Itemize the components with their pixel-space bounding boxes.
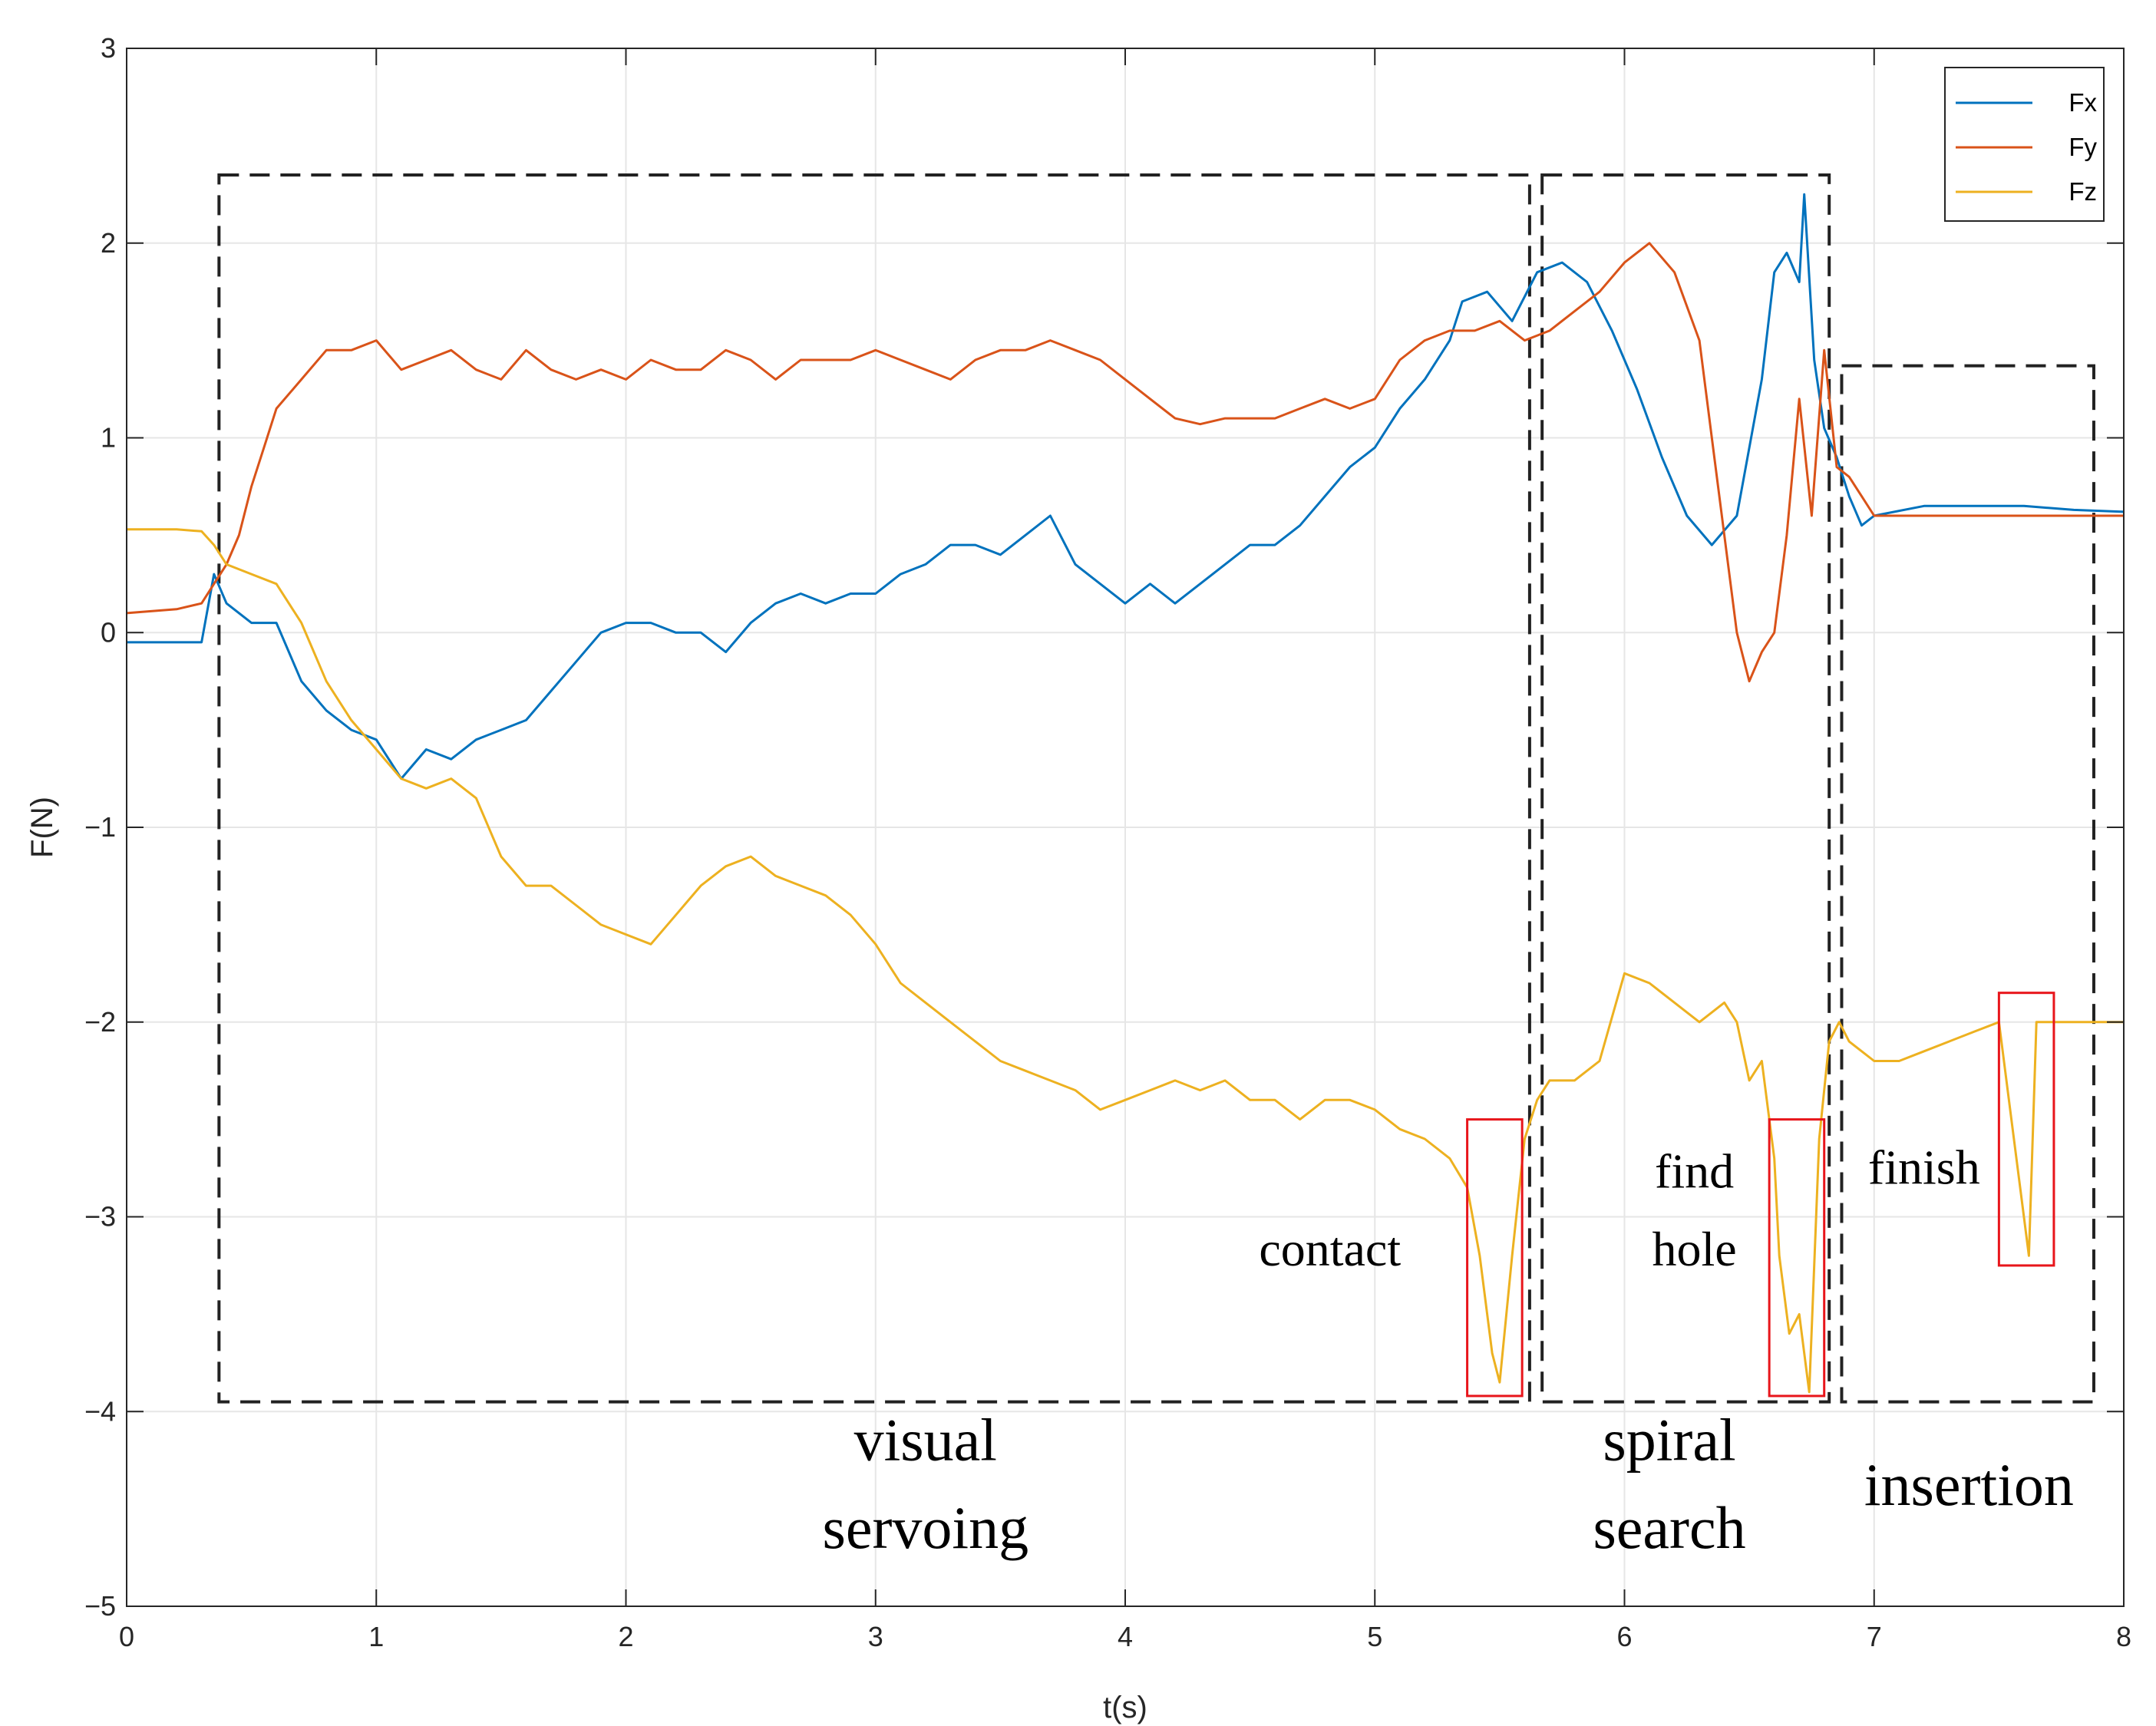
phase-label: visual [854, 1407, 997, 1474]
phase-label: search [1593, 1494, 1745, 1561]
legend: Fx Fy Fz [1944, 67, 2105, 222]
y-tick-label: −5 [84, 1590, 116, 1622]
phase-annotations: visual servoing spiral search insertion conta… [822, 1140, 2073, 1561]
event-box [1466, 1118, 1524, 1398]
grid-lines [127, 48, 2124, 1606]
legend-label-fy: Fy [2069, 133, 2097, 161]
series-line-fy [126, 242, 2124, 683]
event-box [1997, 992, 2055, 1267]
y-tick-label: 2 [101, 227, 116, 259]
phase-boxes [217, 173, 2095, 1404]
event-label: hole [1652, 1222, 1736, 1276]
event-label: finish [1868, 1140, 1980, 1194]
legend-label-fz: Fz [2069, 177, 2097, 206]
x-tick-label: 3 [868, 1621, 883, 1652]
series-line-fz [127, 528, 2124, 1394]
phase-box [1840, 364, 2095, 1404]
y-tick-label: 1 [101, 422, 116, 454]
y-tick-label: 0 [101, 616, 116, 648]
x-tick-label: 1 [368, 1621, 384, 1652]
phase-box [217, 173, 1531, 1404]
x-tick-label: 5 [1367, 1621, 1382, 1652]
x-tick-label: 7 [1867, 1621, 1882, 1652]
x-tick-label: 4 [1118, 1621, 1133, 1652]
event-label: contact [1259, 1222, 1401, 1276]
phase-label: servoing [822, 1494, 1028, 1561]
legend-box [1944, 67, 2105, 222]
phase-label: spiral [1603, 1407, 1735, 1474]
y-tick-labels: 3 2 1 0 −1 −2 −3 −4 −5 [84, 32, 2124, 1622]
event-box [1768, 1118, 1826, 1398]
x-tick-label: 2 [618, 1621, 633, 1652]
x-tick-label: 6 [1616, 1621, 1632, 1652]
y-tick-label: 3 [101, 32, 116, 64]
series-line-fx [127, 193, 2125, 780]
y-tick-label: −2 [84, 1006, 116, 1038]
event-boxes [1466, 992, 2055, 1398]
x-axis-title: t(s) [1103, 1691, 1147, 1724]
y-axis-title: F(N) [25, 797, 59, 858]
y-tick-label: −1 [84, 811, 116, 843]
legend-label-fx: Fx [2069, 88, 2097, 117]
x-tick-labels: 0 1 2 3 4 5 6 7 8 [119, 48, 2131, 1652]
phase-box [1540, 173, 1831, 1404]
y-tick-label: −3 [84, 1201, 116, 1233]
x-tick-label: 8 [2116, 1621, 2131, 1652]
x-tick-label: 0 [119, 1621, 134, 1652]
series-lines [126, 193, 2125, 1394]
y-tick-label: −4 [84, 1395, 116, 1427]
phase-label: insertion [1864, 1451, 2074, 1518]
event-label: find [1655, 1144, 1734, 1198]
